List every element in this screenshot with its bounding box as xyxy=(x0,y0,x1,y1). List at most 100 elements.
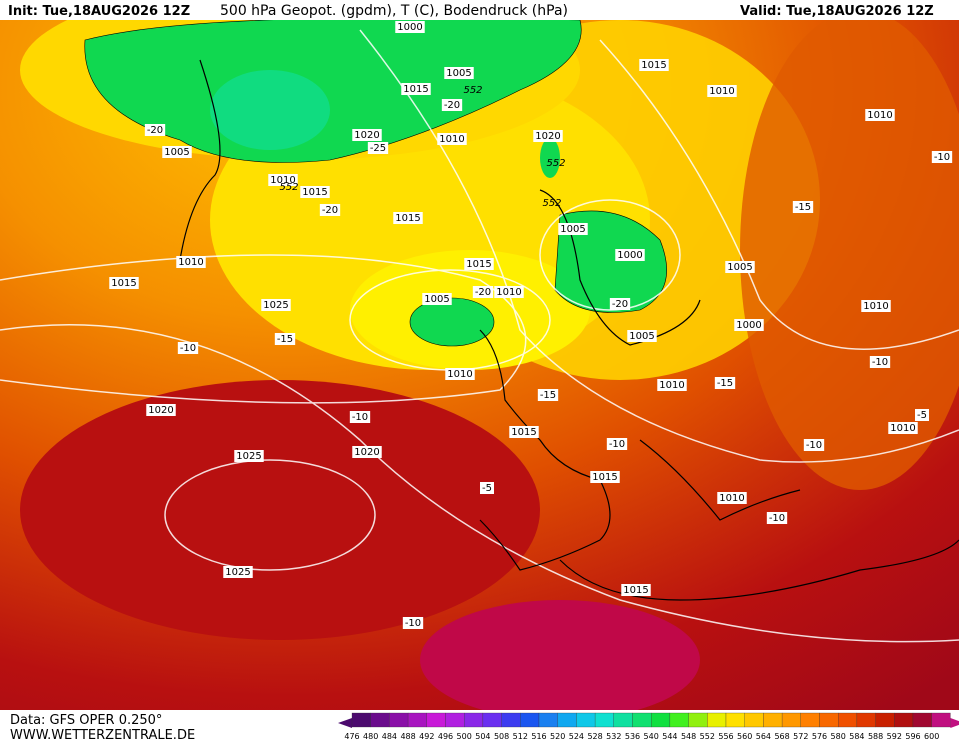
scale-label: 548 xyxy=(681,732,696,741)
scale-label: 528 xyxy=(587,732,602,741)
scale-box xyxy=(912,712,932,728)
temperature-label: -15 xyxy=(717,378,733,389)
scale-box xyxy=(875,712,895,728)
label-box xyxy=(234,450,264,462)
label-box xyxy=(444,67,474,79)
scale-box xyxy=(800,712,820,728)
scale-label: 504 xyxy=(475,732,490,741)
isobar-label: 1015 xyxy=(111,278,136,289)
scale-box xyxy=(389,712,409,728)
label-box xyxy=(319,204,341,216)
scale-arrow-left xyxy=(338,718,352,728)
map-labels: 1000 1005 1015 1010 1020 1005 1010 1015 1015 1010… xyxy=(109,21,953,629)
scale-box xyxy=(763,712,783,728)
label-box xyxy=(803,439,825,451)
isobar-label: 1010 xyxy=(890,423,915,434)
isobar-label: 1005 xyxy=(446,68,471,79)
label-box xyxy=(869,356,891,368)
isobar-label: 1005 xyxy=(560,224,585,235)
temperature-label: -10 xyxy=(405,618,421,629)
isobar-label: 1015 xyxy=(395,213,420,224)
label-box xyxy=(792,201,814,213)
scale-box xyxy=(613,712,633,728)
scale-label: 600 xyxy=(924,732,939,741)
label-box xyxy=(714,377,736,389)
data-source: Data: GFS OPER 0.250° xyxy=(10,713,162,728)
geopotential-label: 552 xyxy=(546,158,565,169)
label-box xyxy=(657,379,687,391)
label-box xyxy=(109,277,139,289)
scale-label: 496 xyxy=(438,732,453,741)
scale-box xyxy=(407,712,427,728)
scale-label: 564 xyxy=(756,732,771,741)
label-box xyxy=(437,133,467,145)
label-box xyxy=(558,223,588,235)
label-box xyxy=(261,299,291,311)
label-box xyxy=(888,422,918,434)
scale-label: 484 xyxy=(382,732,397,741)
isobar-label: 1005 xyxy=(629,331,654,342)
isobar-label: 1020 xyxy=(535,131,560,142)
isobar-label: 1025 xyxy=(225,567,250,578)
temperature-label: -20 xyxy=(444,100,460,111)
isobar-label: 1020 xyxy=(354,130,379,141)
temperature-label: -10 xyxy=(872,357,888,368)
scale-label: 480 xyxy=(363,732,378,741)
temperature-label: -25 xyxy=(370,143,386,154)
isobar-label: 1020 xyxy=(354,447,379,458)
scale-box xyxy=(632,712,652,728)
scale-label: 556 xyxy=(718,732,733,741)
scale-label: 532 xyxy=(606,732,621,741)
label-box xyxy=(300,186,330,198)
label-box xyxy=(146,404,176,416)
label-box xyxy=(861,300,891,312)
init-time: Init: Tue,18AUG2026 12Z xyxy=(8,4,190,19)
scale-box xyxy=(707,712,727,728)
temperature-label: -10 xyxy=(934,152,950,163)
scale-box xyxy=(894,712,914,728)
scale-box xyxy=(538,712,558,728)
fields xyxy=(0,20,959,710)
label-box xyxy=(441,99,463,111)
label-box xyxy=(422,293,452,305)
label-box xyxy=(609,298,631,310)
scale-box xyxy=(370,712,390,728)
scale-label: 508 xyxy=(494,732,509,741)
label-box xyxy=(717,492,747,504)
label-box xyxy=(401,83,431,95)
label-box xyxy=(472,286,494,298)
isobar-label: 1005 xyxy=(424,294,449,305)
scale-label: 540 xyxy=(644,732,659,741)
scale-label: 592 xyxy=(887,732,902,741)
label-box xyxy=(223,566,253,578)
label-box xyxy=(393,212,423,224)
scale-box xyxy=(781,712,801,728)
label-box xyxy=(766,512,788,524)
isobar-label: 1015 xyxy=(641,60,666,71)
isobar-label: 1025 xyxy=(236,451,261,462)
scale-label: 520 xyxy=(550,732,565,741)
scale-label: 516 xyxy=(531,732,546,741)
website: WWW.WETTERZENTRALE.DE xyxy=(10,728,195,741)
scale-label: 584 xyxy=(849,732,864,741)
scale-label: 500 xyxy=(457,732,472,741)
map-title: 500 hPa Geopot. (gpdm), T (C), Bodendruc… xyxy=(220,3,568,19)
geopotential-label: 552 xyxy=(463,85,482,96)
isobar-label: 1015 xyxy=(511,427,536,438)
label-box xyxy=(590,471,620,483)
scale-box xyxy=(856,712,876,728)
temperature-label: -10 xyxy=(180,343,196,354)
scale-box xyxy=(725,712,745,728)
temperature-label: -10 xyxy=(352,412,368,423)
isobar-label: 1010 xyxy=(496,287,521,298)
temperature-label: -15 xyxy=(795,202,811,213)
label-box xyxy=(931,151,953,163)
label-box xyxy=(395,21,425,33)
scale-arrow-right xyxy=(950,718,959,728)
scale-box xyxy=(482,712,502,728)
isobar-label: 1010 xyxy=(719,493,744,504)
label-box xyxy=(865,109,895,121)
scale-label: 536 xyxy=(625,732,640,741)
label-box xyxy=(480,482,494,494)
